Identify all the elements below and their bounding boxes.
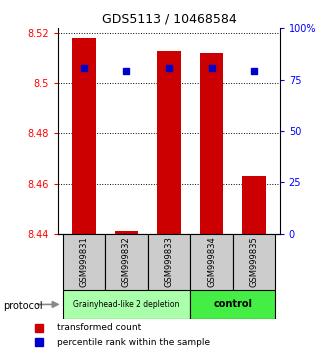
Bar [233,234,275,290]
Bar [190,234,233,290]
Bar [115,231,138,234]
Bar [242,176,266,234]
Text: percentile rank within the sample: percentile rank within the sample [57,338,210,347]
Bar [148,234,190,290]
Text: GSM999834: GSM999834 [207,236,216,287]
Title: GDS5113 / 10468584: GDS5113 / 10468584 [102,13,236,26]
Bar [72,38,96,234]
Text: GSM999832: GSM999832 [122,236,131,287]
Bar [200,53,223,234]
Bar [63,290,190,319]
Bar [157,51,181,234]
Bar [63,234,105,290]
Text: transformed count: transformed count [57,323,141,332]
Bar [190,290,275,319]
Text: GSM999833: GSM999833 [165,236,173,287]
Text: Grainyhead-like 2 depletion: Grainyhead-like 2 depletion [73,300,179,309]
Text: GSM999831: GSM999831 [79,236,88,287]
Text: protocol: protocol [3,301,43,311]
Text: control: control [213,299,252,309]
Bar [105,234,148,290]
Text: GSM999835: GSM999835 [250,236,259,287]
